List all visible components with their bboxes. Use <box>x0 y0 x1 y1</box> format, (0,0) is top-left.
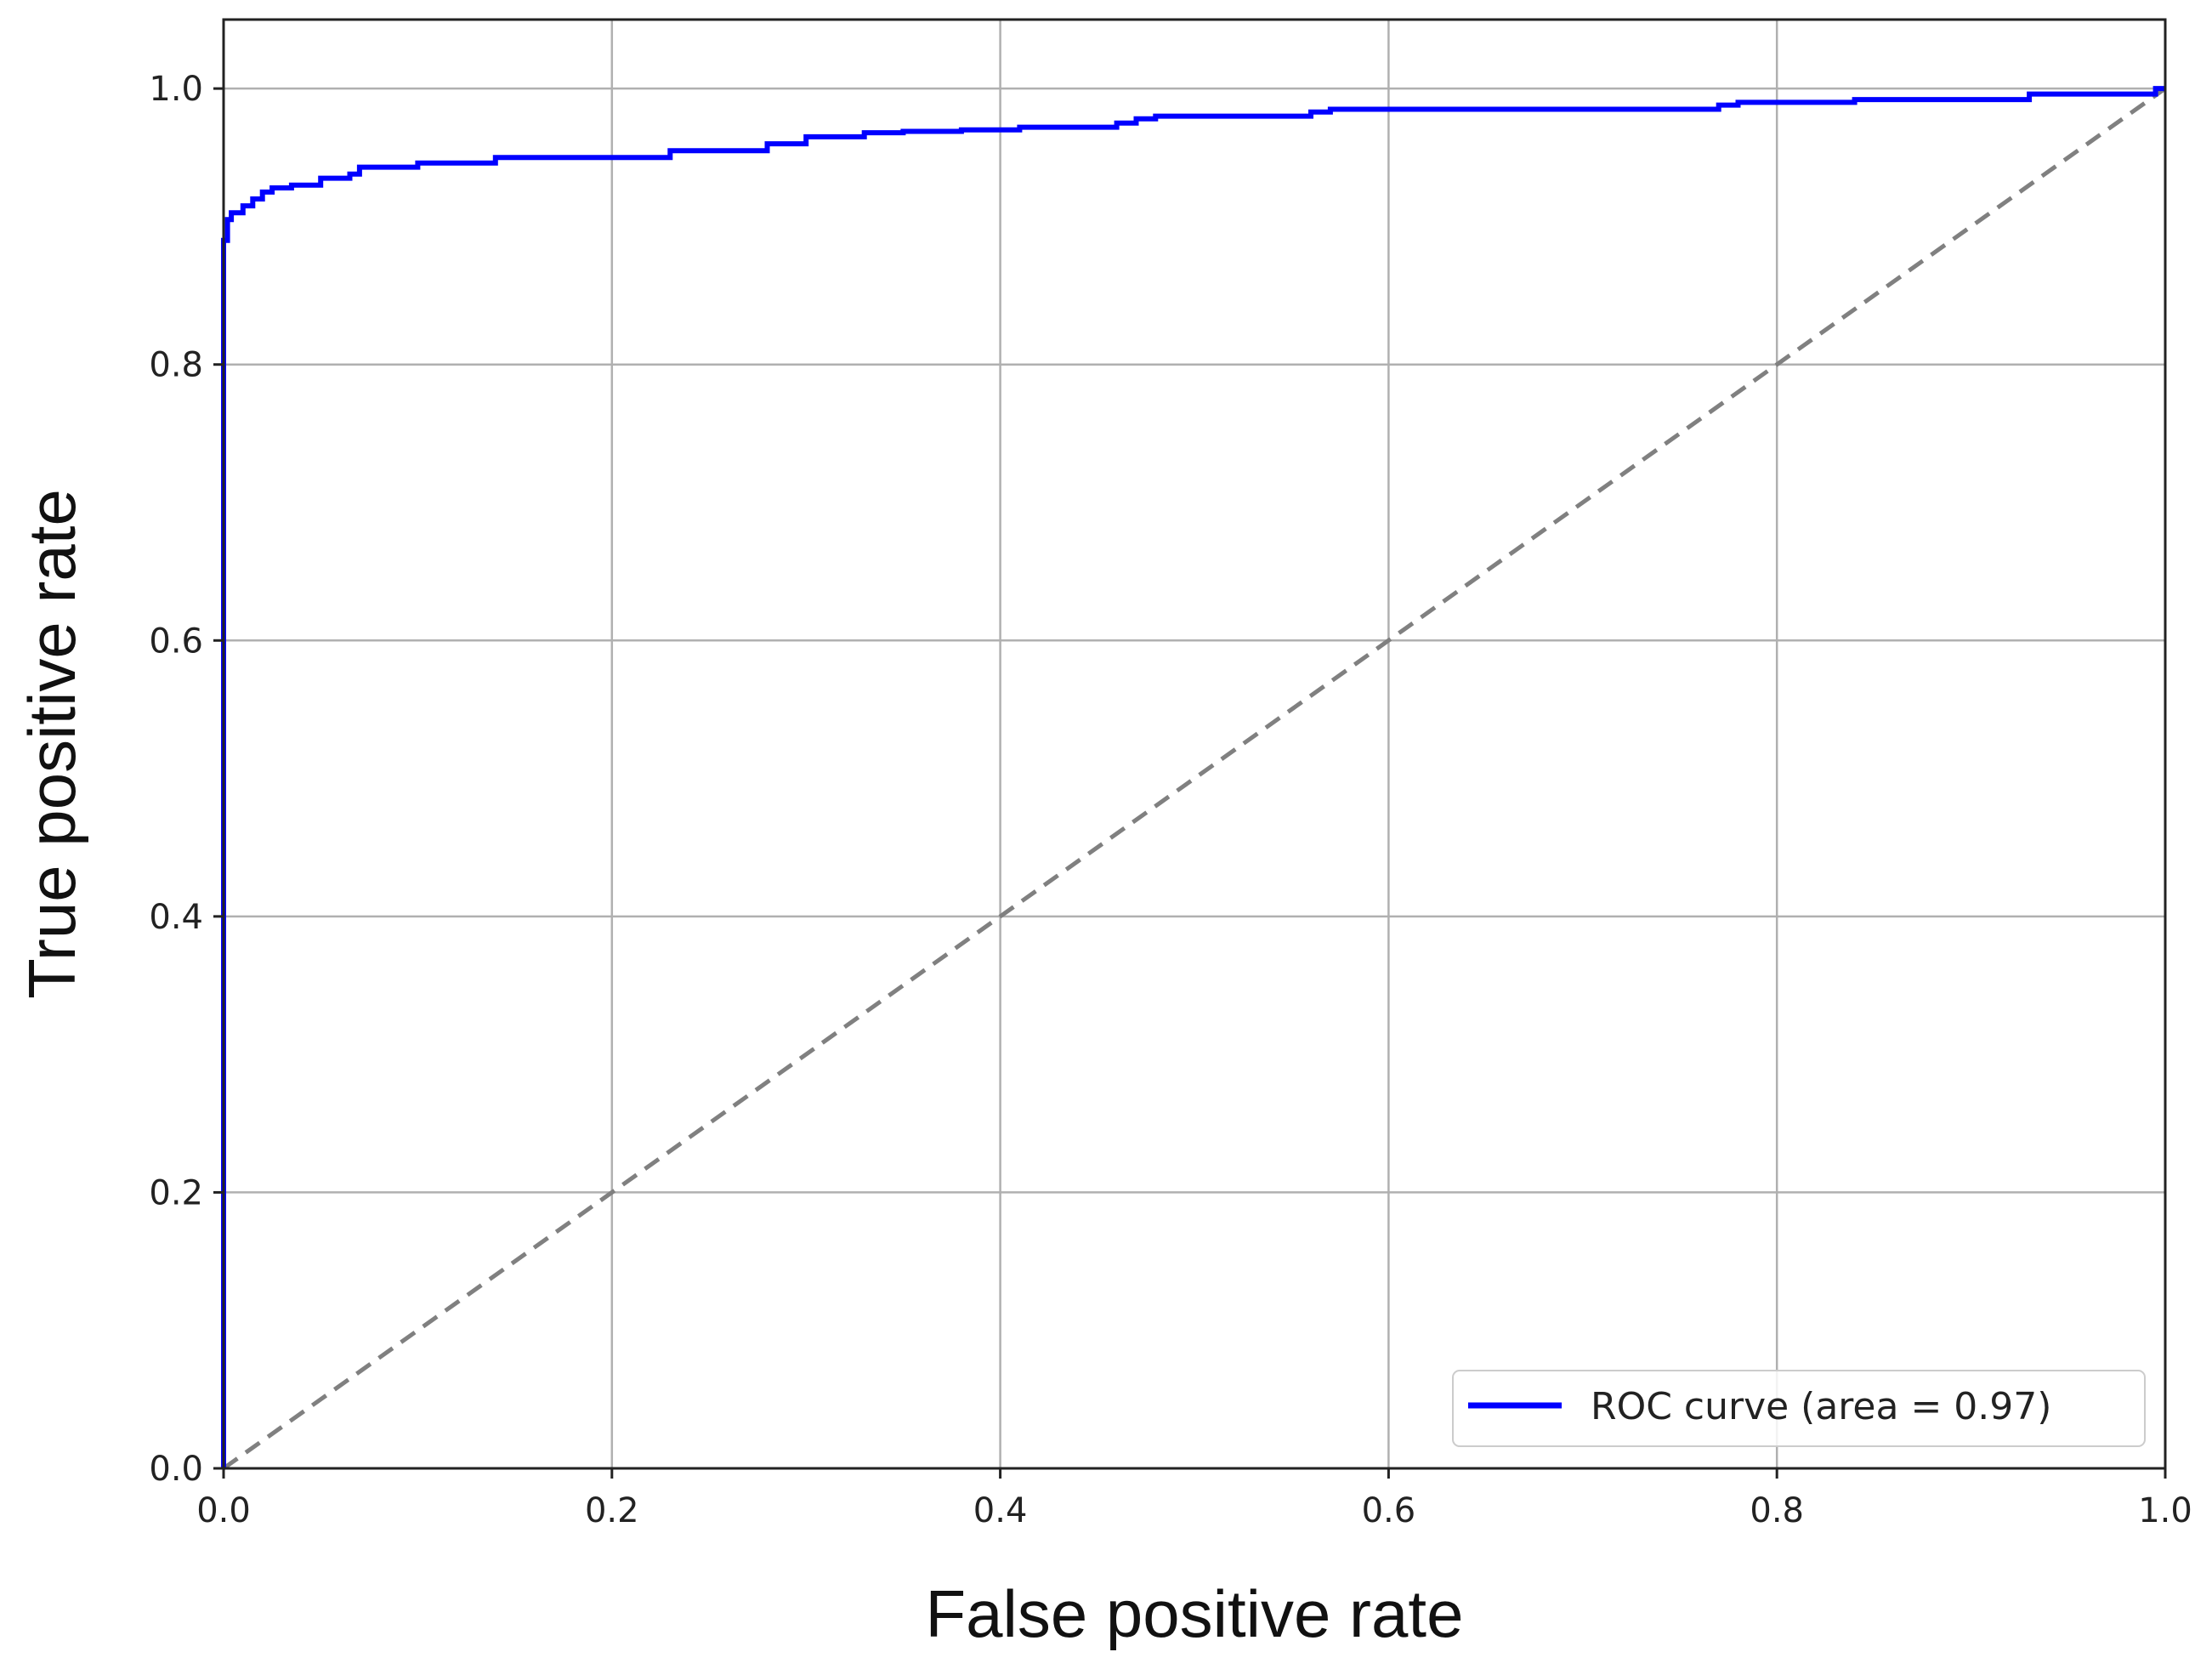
ticks: 0.0 0.2 0.4 0.6 0.8 1.0 0.0 0.2 0.4 0.6 0.8 1.0 <box>149 70 2192 1530</box>
roc-curve-line <box>221 86 2165 1468</box>
x-tick-label: 0.2 <box>585 1491 639 1530</box>
y-tick-label: 1.0 <box>149 70 203 109</box>
x-tick-label: 0.6 <box>1362 1491 1416 1530</box>
y-tick-label: 0.2 <box>149 1173 203 1212</box>
y-tick-label: 0.0 <box>149 1450 203 1489</box>
x-axis-label: False positive rate <box>926 1576 1464 1651</box>
y-tick-label: 0.8 <box>149 346 203 385</box>
diagonal-reference-line <box>222 87 2167 1471</box>
plot-frame <box>222 18 2167 1470</box>
x-tick-label: 0.4 <box>973 1491 1028 1530</box>
legend-box <box>1452 1370 2146 1447</box>
legend-entry: ROC curve (area = 0.97) <box>1591 1385 2051 1428</box>
legend: ROC curve (area = 0.97) <box>1452 1370 2146 1447</box>
y-tick-label: 0.4 <box>149 898 203 937</box>
x-tick-label: 0.8 <box>1750 1491 1804 1530</box>
x-tick-label: 0.0 <box>196 1491 251 1530</box>
series-layer <box>221 86 2167 1471</box>
y-tick-label: 0.6 <box>149 622 203 661</box>
y-axis-label: True positive rate <box>14 489 89 999</box>
grid <box>222 20 2167 1470</box>
x-tick-label: 1.0 <box>2138 1491 2192 1530</box>
